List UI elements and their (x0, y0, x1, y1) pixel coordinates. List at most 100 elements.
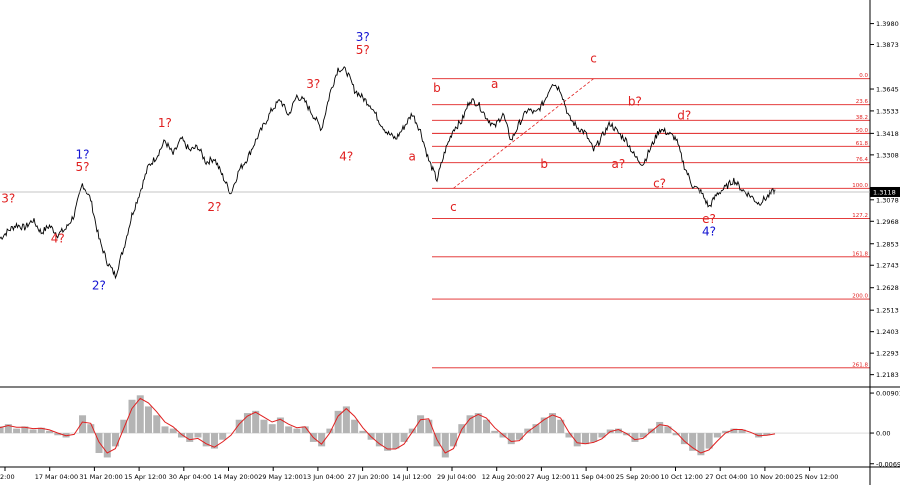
time-tick-label: 30 Apr 04:00 (169, 473, 211, 481)
oscillator-bar (318, 433, 326, 447)
oscillator-signal-line (0, 397, 776, 454)
oscillator-bar (359, 430, 367, 434)
oscillator-bar (384, 433, 392, 451)
oscillator-bar (342, 406, 350, 434)
fibonacci-levels: 0.0 23.6 38.2 50.0 61.8 76.4 100.0 127.2 161.8 20… (432, 73, 870, 368)
oscillator-bar (334, 410, 342, 434)
oscillator-bar (95, 433, 103, 454)
oscillator-bar (581, 433, 589, 445)
oscillator-bar (417, 415, 425, 434)
oscillator-bar (450, 433, 458, 447)
time-tick-label: 12 Aug 20:00 (482, 473, 526, 481)
oscillator-bar (705, 433, 713, 449)
wave-label: b (540, 157, 548, 171)
oscillator-bar (722, 430, 730, 434)
fib-level-label: 23.6 (856, 99, 869, 105)
wave-label: 1? (75, 147, 89, 161)
wave-label: 1? (158, 116, 172, 130)
oscillator-bar (285, 426, 293, 434)
oscillator-bar (639, 433, 647, 438)
oscillator-bar (425, 419, 433, 434)
oscillator-bar (656, 421, 664, 434)
oscillator-bar (573, 433, 581, 447)
time-tick-label: 25 Nov 12:00 (795, 473, 839, 481)
oscillator-bar (0, 426, 4, 434)
price-tick-label: 1.2628 (876, 284, 899, 292)
time-tick-label: 14 May 20:00 (214, 473, 259, 481)
oscillator-bar (697, 433, 705, 456)
oscillator-bar (524, 428, 532, 434)
oscillator-bar (590, 433, 598, 442)
oscillator-bar (557, 419, 565, 434)
oscillator-bar (565, 433, 573, 438)
oscillator-bar (441, 433, 449, 458)
oscillator-bar (194, 433, 202, 438)
oscillator-bar (516, 433, 524, 440)
fib-level-label: 38.2 (856, 115, 868, 121)
oscillator-bar (260, 419, 268, 434)
oscillator-bar (4, 424, 12, 434)
oscillator-bar (466, 415, 474, 434)
oscillator-panel (0, 395, 870, 458)
oscillator-bar (177, 433, 185, 438)
wave-label: a (409, 149, 416, 163)
wave-label: a (491, 77, 498, 91)
price-tick-label: 1.2743 (876, 262, 899, 270)
wave-label: b? (628, 95, 642, 109)
oscillator-bar (631, 433, 639, 442)
oscillator-bar (186, 433, 194, 442)
oscillator-bar (392, 433, 400, 449)
oscillator-bar (672, 433, 680, 436)
oscillator-bar (29, 429, 37, 434)
oscillator-bar (689, 433, 697, 451)
oscillator-bar (293, 428, 301, 434)
oscillator-bar (730, 428, 738, 434)
oscillator-bar (540, 417, 548, 434)
wave-label: 3? (1, 191, 15, 205)
time-tick-label: 29 May 12:00 (258, 473, 303, 481)
price-tick-label: 1.3308 (876, 151, 899, 159)
wave-label: 2? (92, 278, 106, 292)
oscillator-bar (153, 415, 161, 434)
time-tick-label: 15 Apr 12:00 (124, 473, 166, 481)
oscillator-bar (46, 430, 54, 434)
time-tick-label: 27 Jun 20:00 (348, 473, 389, 481)
wave-label: b (433, 81, 441, 95)
oscillator-bar (301, 426, 309, 434)
time-tick-label: 27 Oct 04:00 (705, 473, 747, 481)
oscillator-bar (664, 426, 672, 434)
time-tick-label: 10 Nov 20:00 (750, 473, 794, 481)
wave-label: c (450, 200, 457, 214)
oscillator-bar (375, 433, 383, 447)
oscillator-bar (400, 433, 408, 442)
oscillator-bar (680, 433, 688, 445)
price-tick-label: 1.2403 (876, 328, 899, 336)
oscillator-bar (614, 428, 622, 434)
time-tick-label: 2:00 (0, 473, 15, 481)
wave-label: d? (677, 108, 691, 122)
fib-level-label: 261.8 (852, 362, 868, 368)
oscillator-bar (252, 410, 260, 434)
current-price-label: 1.3118 (873, 188, 896, 196)
wave-label: 5? (356, 43, 370, 57)
oscillator-bar (235, 419, 243, 434)
price-tick-label: 1.3873 (876, 41, 899, 49)
oscillator-bar (210, 433, 218, 449)
fib-level-label: 161.8 (852, 251, 868, 257)
fib-level-label: 61.8 (856, 141, 869, 147)
oscillator-bar (79, 415, 87, 434)
time-tick-label: 10 Oct 12:00 (661, 473, 703, 481)
oscillator-bar (87, 424, 95, 434)
fib-level-label: 127.2 (852, 213, 868, 219)
oscillator-bar (37, 427, 45, 434)
fib-level-label: 200.0 (852, 294, 868, 300)
oscillator-bar (161, 426, 169, 434)
price-series (0, 66, 776, 280)
time-tick-label: 17 Mar 04:00 (35, 473, 78, 481)
price-tick-label: 1.3980 (876, 20, 899, 28)
oscillator-bar (713, 433, 721, 438)
price-tick-label: 1.3078 (876, 196, 899, 204)
oscillator-bar (268, 424, 276, 434)
